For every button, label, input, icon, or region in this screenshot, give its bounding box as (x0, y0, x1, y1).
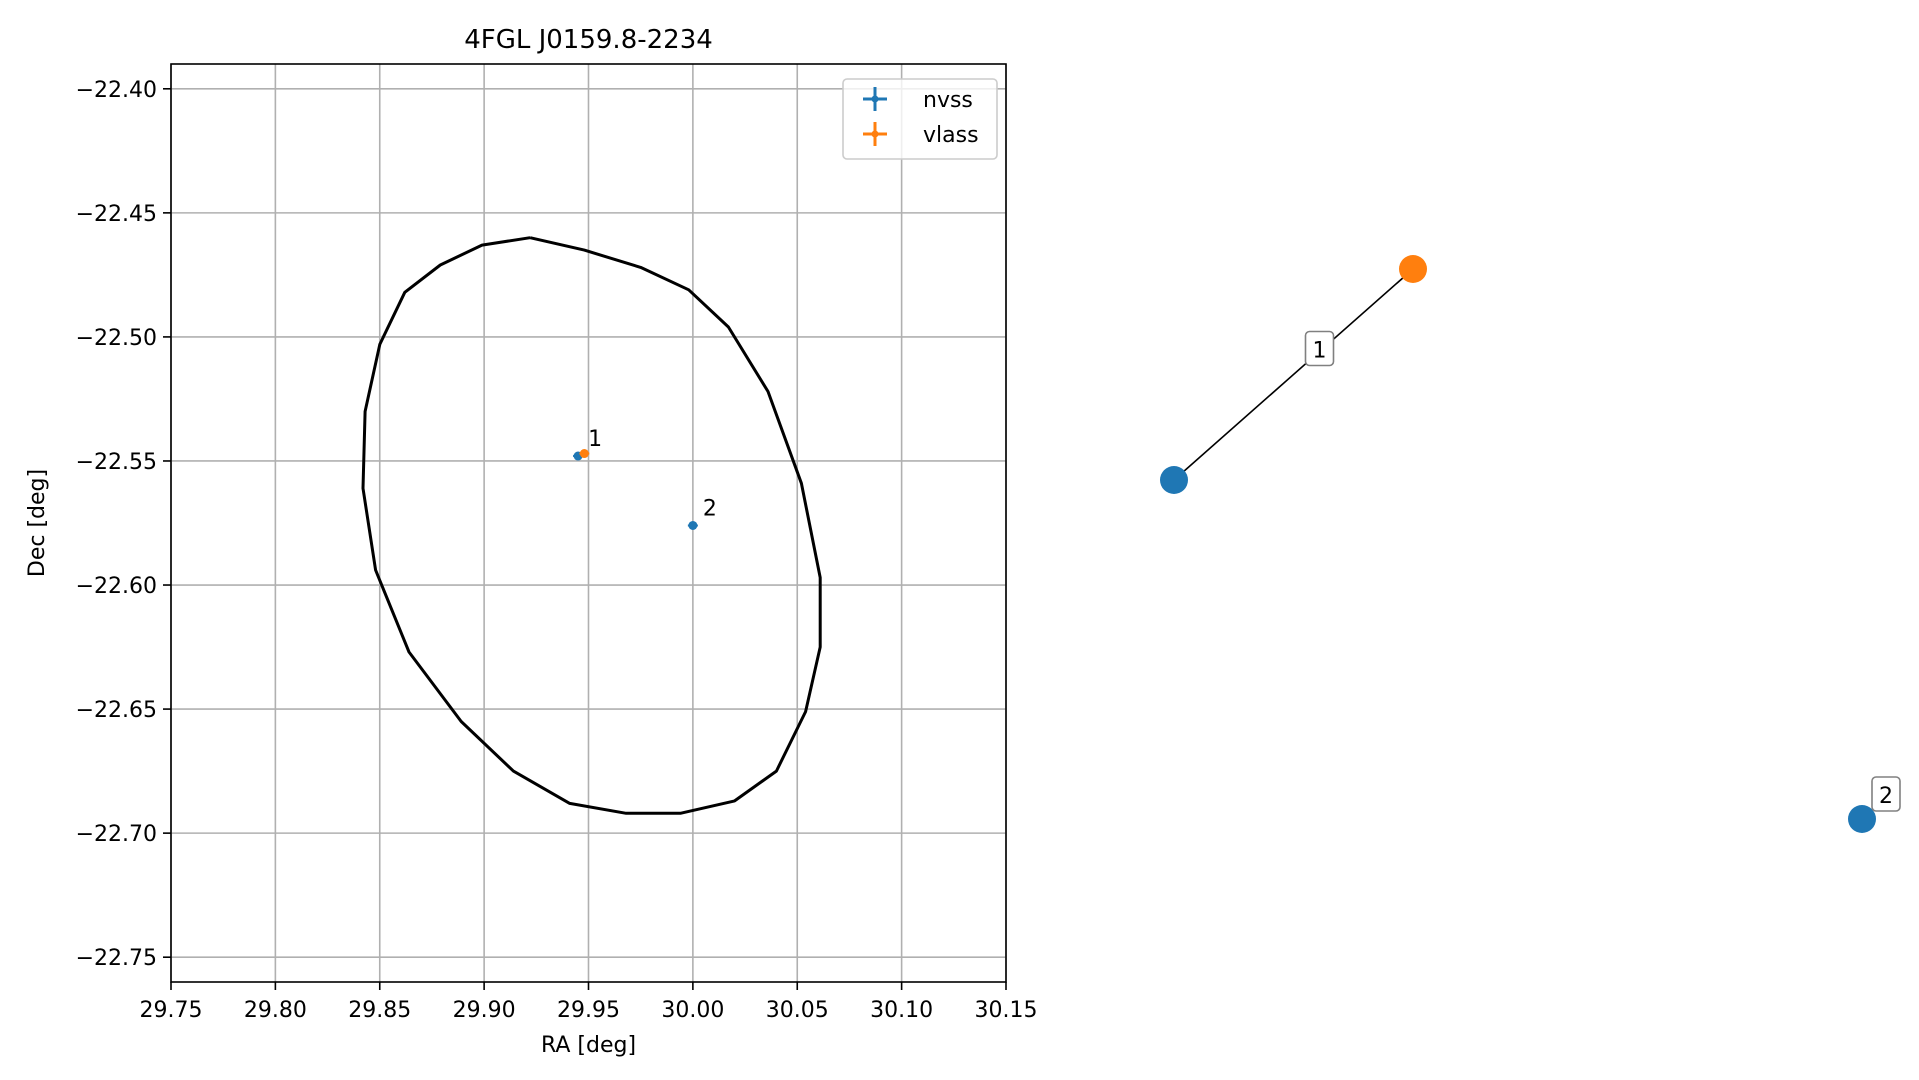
x-tick-label: 30.05 (766, 998, 829, 1023)
graph-edge (1173, 268, 1414, 481)
y-tick-label: −22.75 (76, 946, 157, 971)
source-label: 2 (703, 496, 717, 521)
y-axis-label: Dec [deg] (25, 469, 50, 577)
legend-marker-nvss (871, 95, 879, 103)
x-tick-label: 29.95 (557, 998, 620, 1023)
edge-label-box (1304, 330, 1335, 367)
y-tick-label: −22.55 (76, 450, 157, 475)
vlass-point (579, 449, 589, 459)
source-markers: 12 (573, 427, 717, 530)
x-tick-label: 30.15 (975, 998, 1038, 1023)
x-tick-label: 29.85 (348, 998, 411, 1023)
legend-label-nvss: nvss (923, 88, 973, 113)
legend: nvss vlass (842, 78, 998, 160)
node-label-box (1871, 776, 1901, 812)
y-tick-label: −22.40 (76, 78, 157, 103)
graph-node-nvss-1 (1160, 466, 1188, 494)
legend-label-vlass: vlass (923, 123, 979, 148)
y-tick-label: −22.50 (76, 326, 157, 351)
x-axis-ticks: 29.75 29.80 29.85 29.90 29.95 30.00 30.05 30.10… (140, 982, 1038, 1023)
edge-label: 1 (1313, 339, 1327, 364)
x-tick-label: 29.75 (140, 998, 203, 1023)
chart-title: 4FGL J0159.8-2234 (464, 25, 713, 55)
source-label: 1 (588, 427, 602, 452)
node-label: 2 (1879, 784, 1893, 809)
x-tick-label: 30.10 (870, 998, 933, 1023)
ellipse-outline (361, 236, 822, 815)
association-graph-panel: 12 (1160, 255, 1901, 833)
y-tick-label: −22.45 (76, 202, 157, 227)
y-tick-label: −22.70 (76, 822, 157, 847)
x-tick-label: 30.00 (661, 998, 724, 1023)
y-tick-label: −22.60 (76, 574, 157, 599)
localization-ellipse (361, 236, 822, 815)
y-tick-label: −22.65 (76, 698, 157, 723)
nvss-point (688, 520, 698, 530)
sky-plot-panel: 4FGL J0159.8-2234 12 29.75 29.80 29.85 29.9… (25, 25, 1037, 1058)
x-tick-label: 29.80 (244, 998, 307, 1023)
graph-node-vlass-1 (1399, 255, 1427, 283)
x-tick-label: 29.90 (453, 998, 516, 1023)
legend-marker-vlass (871, 130, 879, 138)
x-axis-label: RA [deg] (541, 1033, 636, 1058)
y-axis-ticks: −22.40 −22.45 −22.50 −22.55 −22.60 −22.65 −22.… (76, 78, 171, 971)
graph-node-nvss-2 (1848, 805, 1876, 833)
